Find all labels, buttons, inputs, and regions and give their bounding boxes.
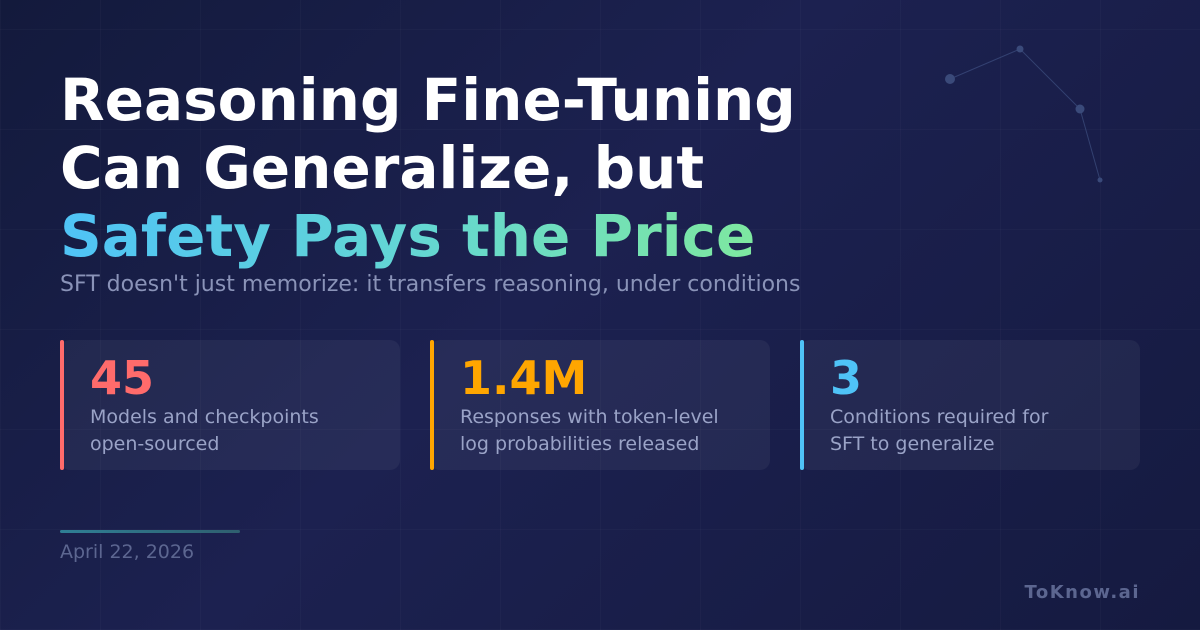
divider: [60, 530, 240, 533]
stat-label-line: log probabilities released: [460, 433, 700, 455]
subtitle: SFT doesn't just memorize: it transfers …: [60, 272, 801, 297]
stat-number: 3: [830, 351, 863, 405]
brand: ToKnow.ai: [1024, 582, 1140, 603]
title-line: Reasoning Fine-Tuning: [60, 66, 796, 134]
stat-label: Conditions required for SFT to generalize: [830, 404, 1140, 458]
date: April 22, 2026: [60, 541, 195, 563]
stat-accent: [60, 340, 64, 470]
stat-card: 45 Models and checkpoints open-sourced: [60, 340, 400, 470]
stat-card: 1.4M Responses with token-level log probab…: [430, 340, 770, 470]
stat-label-line: SFT to generalize: [830, 433, 995, 455]
stat-number: 1.4M: [460, 351, 588, 405]
stat-accent: [800, 340, 804, 470]
stat-label-line: open-sourced: [90, 433, 220, 455]
stat-card: 3 Conditions required for SFT to generaliz…: [800, 340, 1140, 470]
title-line: Can Generalize, but: [60, 134, 705, 202]
stat-label-line: Models and checkpoints: [90, 406, 319, 428]
stat-label-line: Responses with token-level: [460, 406, 719, 428]
stat-label: Responses with token-level log probabilit…: [460, 404, 770, 458]
stat-accent: [430, 340, 434, 470]
stat-label-line: Conditions required for: [830, 406, 1049, 428]
stat-label: Models and checkpoints open-sourced: [90, 404, 400, 458]
title-highlight: Safety Pays the Price: [60, 202, 755, 270]
title-highlight-text: Safety Pays the Price: [60, 202, 756, 270]
stat-number: 45: [90, 351, 155, 405]
